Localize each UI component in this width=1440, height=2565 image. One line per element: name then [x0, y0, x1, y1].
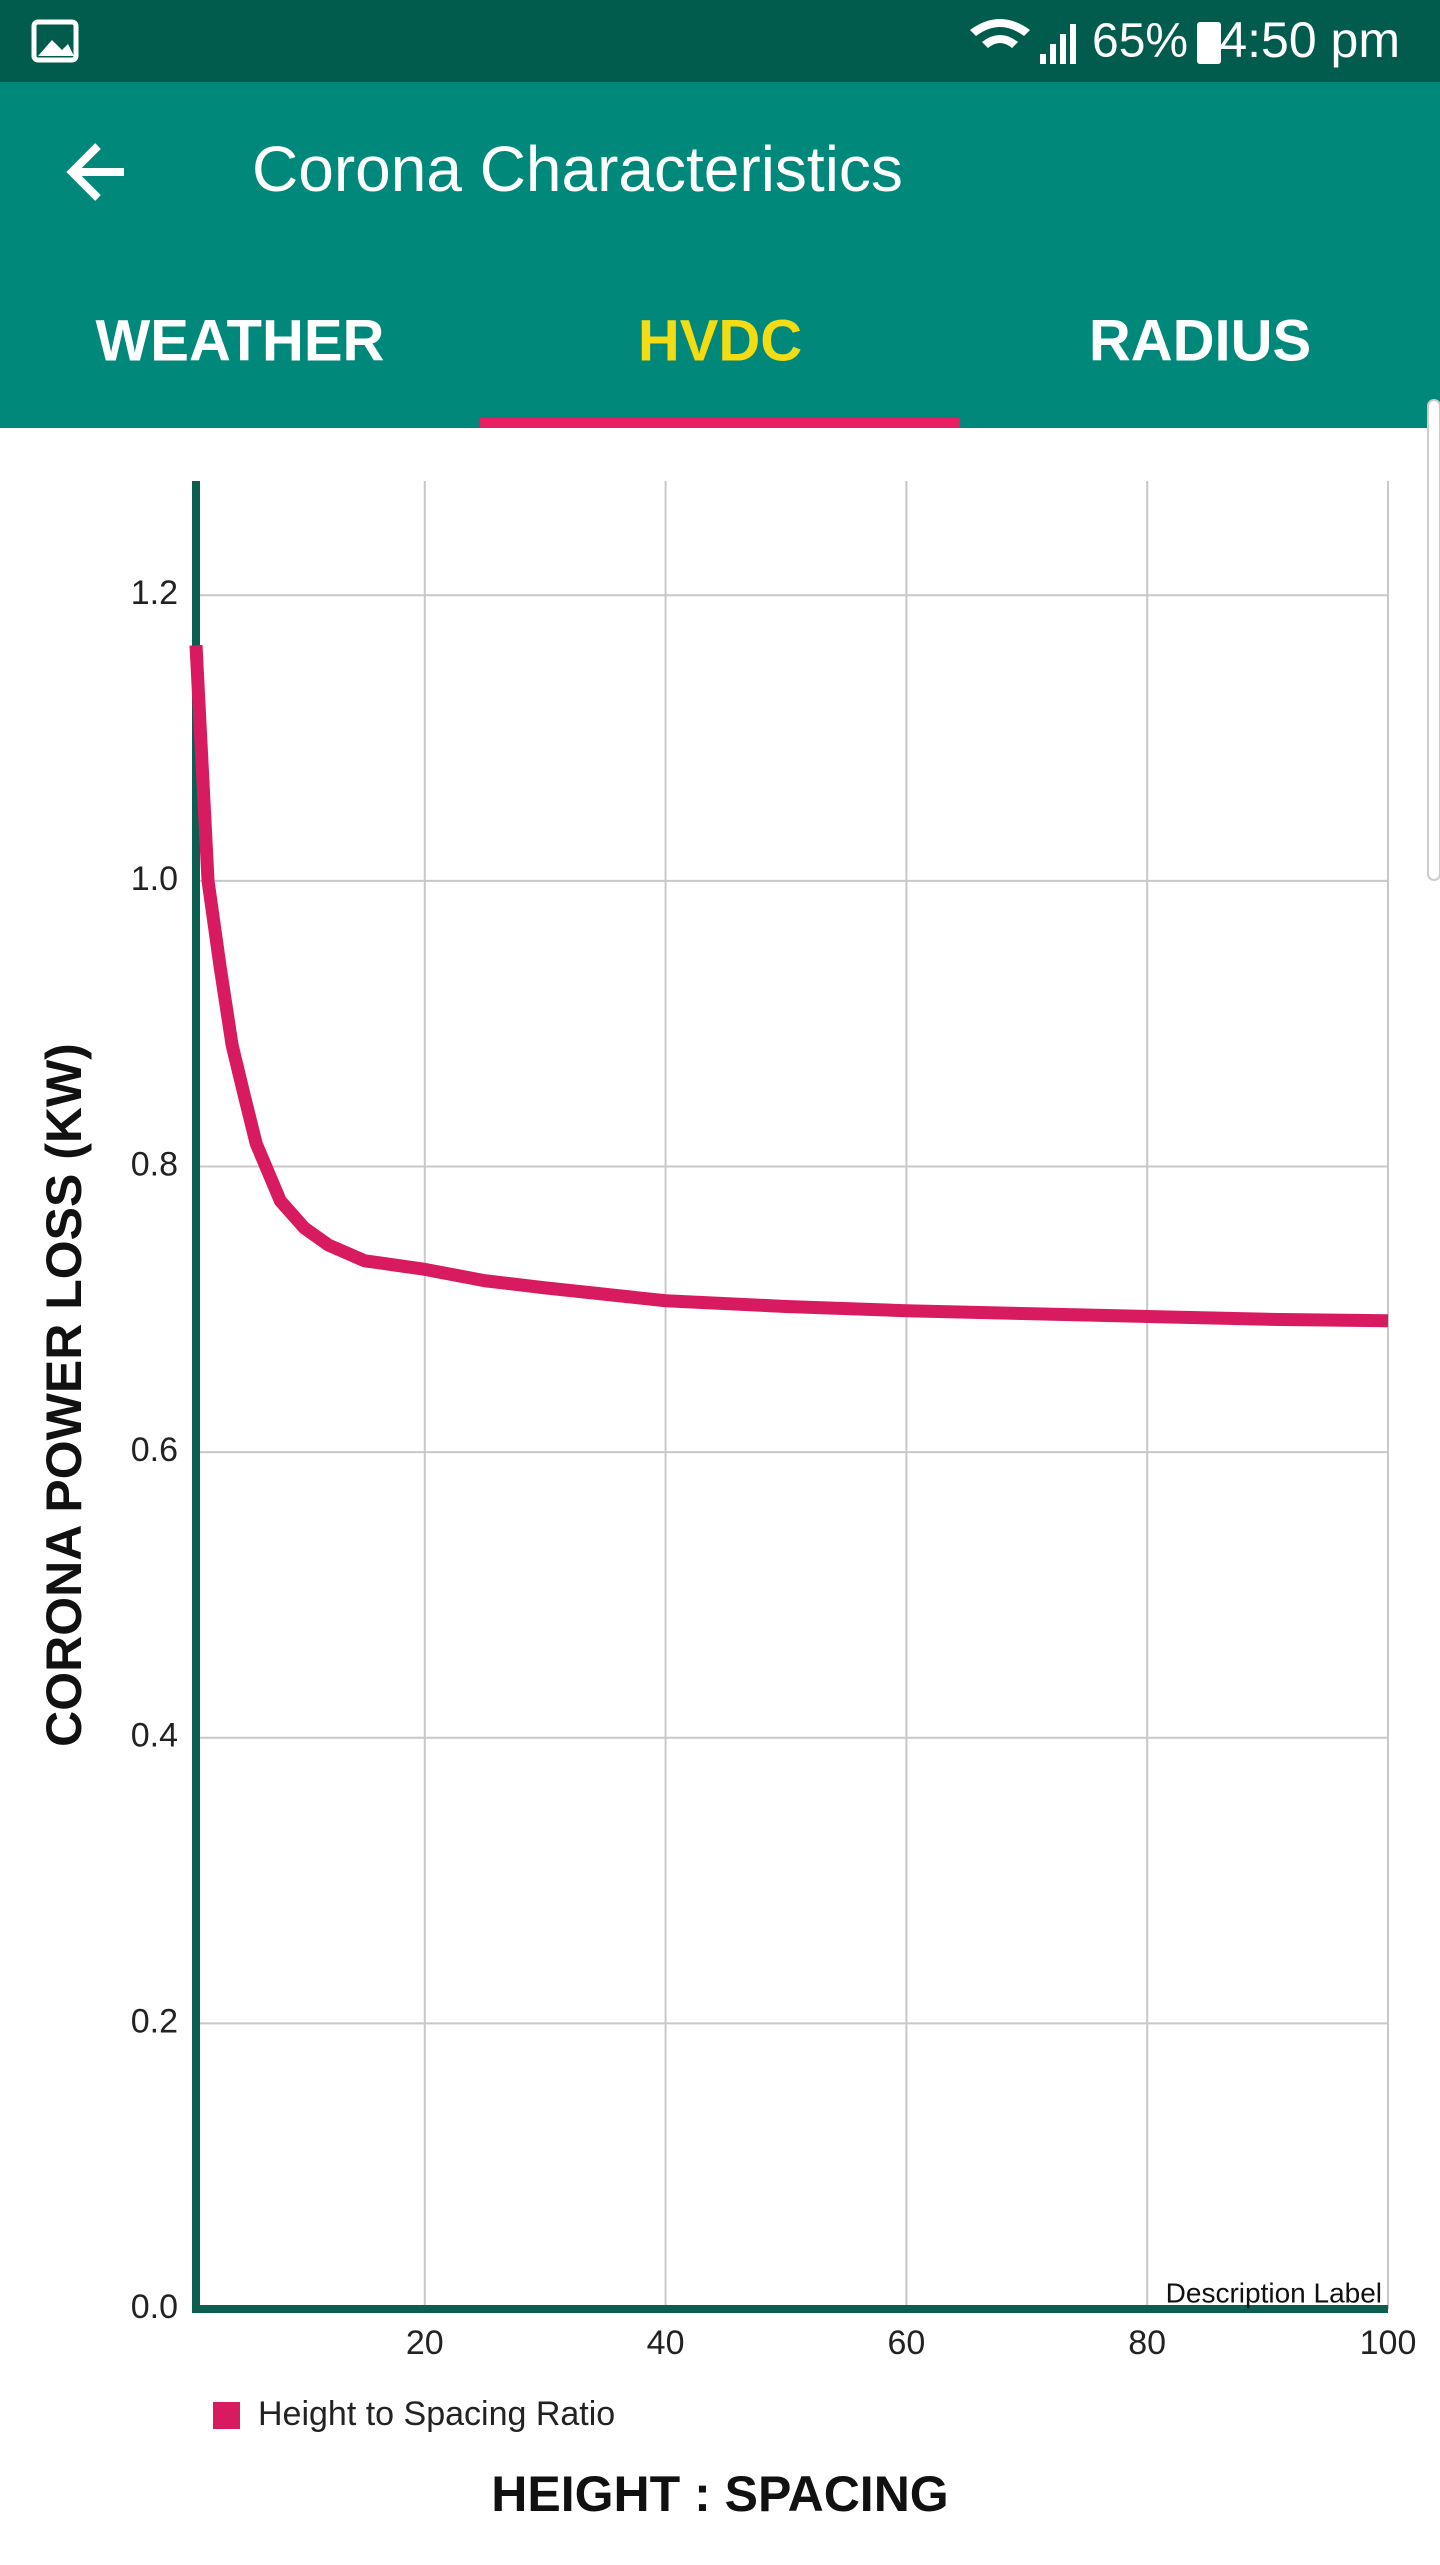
data-line — [189, 644, 1389, 1328]
app-bar — [0, 82, 1440, 428]
tab-indicator — [480, 418, 960, 428]
legend-label: Height to Spacing Ratio — [258, 2395, 615, 2433]
x-tick-label: 40 — [647, 2324, 685, 2362]
app-title: Corona Characteristics — [252, 133, 903, 205]
y-tick-label: 1.0 — [131, 860, 178, 898]
y-tick-label: 1.2 — [131, 574, 178, 612]
back-button[interactable] — [66, 143, 124, 201]
y-axis-title: CORONA POWER LOSS (KW) — [36, 1043, 92, 1747]
chart: 0.0 0.2 0.4 0.6 0.8 1.0 1.2 20 40 60 80 100 Descript… — [36, 481, 1416, 2522]
clock: 4:50 pm — [1219, 12, 1400, 68]
gallery-icon — [31, 19, 79, 63]
y-tick-label: 0.8 — [131, 1145, 178, 1183]
side-handle — [1427, 399, 1440, 881]
tab[interactable]: WEATHER — [96, 308, 385, 373]
description-label: Description Label — [1166, 2277, 1382, 2308]
tab[interactable]: RADIUS — [1089, 308, 1311, 373]
x-tick-label: 20 — [406, 2324, 444, 2362]
tab[interactable]: HVDC — [638, 308, 802, 373]
y-tick-label: 0.2 — [131, 2002, 178, 2040]
y-tick-label: 0.0 — [131, 2288, 178, 2326]
y-tick-label: 0.6 — [131, 1431, 178, 1469]
legend-swatch — [213, 2402, 240, 2429]
x-tick-label: 60 — [887, 2324, 925, 2362]
x-axis-title: HEIGHT : SPACING — [491, 2466, 948, 2522]
battery-text: 65% — [1092, 15, 1188, 68]
x-tick-label: 80 — [1128, 2324, 1166, 2362]
x-tick-label: 100 — [1360, 2324, 1417, 2362]
signal-icons — [970, 19, 1221, 64]
y-tick-label: 0.4 — [131, 1717, 178, 1755]
tab-bar: WEATHER HVDC RADIUS — [96, 308, 1311, 428]
